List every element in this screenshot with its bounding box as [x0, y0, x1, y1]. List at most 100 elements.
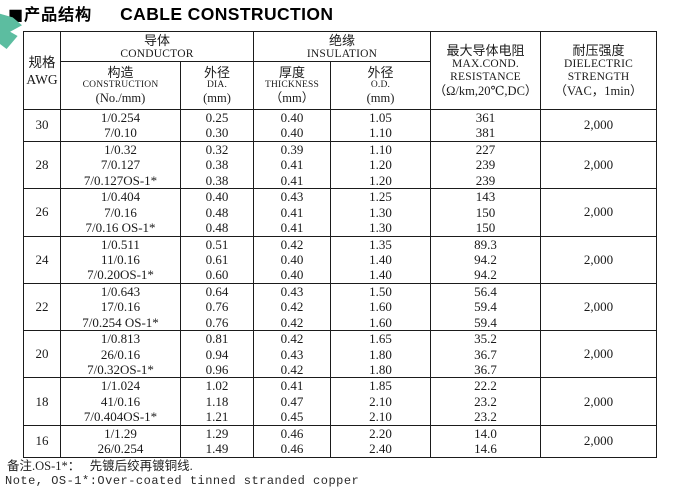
resistance-value: 22.2	[474, 378, 497, 394]
construction-cell: 1/0.511 11/0.16 7/0.20OS-1*	[60, 235, 181, 284]
dia-value: 0.51	[205, 236, 229, 252]
page-title-english: CABLE CONSTRUCTION	[120, 4, 334, 24]
thickness-value: 0.46	[280, 441, 304, 457]
thickness-cell: 0.46 0.46	[253, 424, 331, 458]
od-value: 1.80	[369, 362, 392, 377]
thickness-cell: 0.43 0.42 0.42	[253, 282, 331, 332]
header-conductor-group: 导体 CONDUCTOR	[60, 31, 254, 62]
dia-cell: 1.02 1.18 1.21	[180, 377, 254, 426]
construction-value: 7/0.254 OS-1*	[82, 314, 159, 330]
header-od: 外径 O.D. (mm)	[329, 61, 432, 110]
construction-value: 1/0.813	[100, 331, 141, 347]
header-insulation-group: 绝缘 INSULATION	[252, 31, 432, 62]
construction-value: 7/0.127	[100, 157, 141, 173]
thickness-cell: 0.42 0.43 0.42	[253, 330, 331, 379]
resistance-value: 89.3	[474, 236, 497, 252]
od-value: 1.10	[369, 125, 392, 141]
construction-value: 26/0.16	[100, 346, 141, 362]
od-value: 1.40	[369, 267, 392, 283]
page-title-chinese: ■产品结构	[8, 5, 93, 24]
od-value: 1.25	[369, 189, 392, 205]
resistance-cell: 361 381	[430, 109, 542, 142]
od-value: 1.60	[369, 299, 392, 315]
header-construction: 构造 CONSTRUCTION (No./mm)	[60, 61, 181, 110]
od-cell: 1.35 1.40 1.40	[329, 235, 432, 284]
resistance-value: 381	[475, 125, 496, 141]
resistance-cell: 227 239 239	[430, 140, 542, 190]
resistance-value: 14.6	[474, 441, 497, 457]
thickness-value: 0.41	[280, 157, 304, 173]
thickness-value: 0.42	[280, 299, 304, 315]
od-cell: 1.10 1.20 1.20	[329, 140, 432, 190]
resistance-value: 239	[475, 157, 496, 173]
dielectric-cell: 2,000	[540, 282, 658, 332]
thickness-value: 0.43	[280, 346, 304, 362]
dia-cell: 1.29 1.49	[180, 424, 254, 458]
construction-cell: 1/0.254 7/0.10	[60, 109, 181, 142]
dia-value: 1.02	[205, 378, 229, 394]
od-value: 1.40	[369, 251, 392, 267]
thickness-value: 0.43	[280, 283, 304, 299]
thickness-value: 0.42	[280, 362, 304, 377]
awg-cell: 28	[23, 140, 61, 190]
header-dielectric-strength: 耐压强度 DIELECTRIC STRENGTH （VAC，1min）	[540, 31, 658, 110]
thickness-cell: 0.42 0.40 0.40	[253, 235, 331, 284]
resistance-value: 227	[475, 141, 496, 157]
dia-value: 1.29	[205, 425, 229, 441]
dielectric-cell: 2,000	[540, 188, 658, 237]
dia-cell: 0.32 0.38 0.38	[180, 140, 254, 190]
awg-cell: 18	[23, 377, 61, 426]
table-row: 26 1/0.404 7/0.16 7/0.16 OS-1* 0.40 0.48 0.48 0…	[23, 188, 658, 237]
resistance-cell: 143 150 150	[430, 188, 542, 237]
dia-cell: 0.40 0.48 0.48	[180, 188, 254, 237]
cable-construction-table: 规格 AWG 导体 CONDUCTOR 绝缘 INSULATION 最大导体电阻…	[23, 31, 658, 458]
table-row: 22 1/0.643 17/0.16 7/0.254 OS-1* 0.64 0.76 0.7…	[23, 282, 658, 332]
thickness-value: 0.42	[280, 314, 304, 330]
dia-value: 1.18	[205, 393, 229, 409]
dia-value: 0.30	[205, 125, 229, 141]
resistance-value: 23.2	[474, 409, 497, 425]
awg-cell: 20	[23, 330, 61, 379]
table-row: 30 1/0.254 7/0.10 0.25 0.30 0.40 0.40 1.05 1.10 3…	[23, 109, 658, 142]
dia-value: 1.49	[205, 441, 229, 457]
dia-value: 0.48	[205, 204, 229, 220]
resistance-value: 59.4	[474, 314, 497, 330]
construction-value: 41/0.16	[100, 393, 141, 409]
od-value: 2.10	[369, 393, 392, 409]
od-cell: 1.25 1.30 1.30	[329, 188, 432, 237]
resistance-value: 36.7	[474, 362, 497, 377]
dia-value: 0.60	[205, 267, 229, 283]
od-value: 1.80	[369, 346, 392, 362]
dia-value: 0.81	[205, 331, 229, 347]
header-thickness: 厚度 THICKNESS （mm）	[253, 61, 331, 110]
thickness-value: 0.40	[280, 267, 304, 283]
construction-value: 7/0.16 OS-1*	[85, 220, 156, 236]
dielectric-cell: 2,000	[540, 424, 658, 458]
header-max-resistance: 最大导体电阻 MAX.COND. RESISTANCE （Ω/km,20℃,DC…	[430, 31, 542, 110]
od-value: 1.65	[369, 331, 392, 347]
thickness-value: 0.39	[280, 141, 304, 157]
construction-value: 7/0.127OS-1*	[83, 172, 158, 188]
table-head: 规格 AWG 导体 CONDUCTOR 绝缘 INSULATION 最大导体电阻…	[23, 31, 658, 110]
construction-value: 17/0.16	[100, 299, 141, 315]
resistance-cell: 35.2 36.7 36.7	[430, 330, 542, 379]
dia-value: 0.76	[205, 299, 229, 315]
od-value: 1.30	[369, 220, 392, 236]
od-value: 1.05	[369, 110, 392, 125]
thickness-value: 0.41	[280, 220, 304, 236]
dia-value: 0.40	[205, 189, 229, 205]
od-value: 1.60	[369, 314, 392, 330]
construction-cell: 1/1.29 26/0.254	[60, 424, 181, 458]
dia-value: 0.76	[205, 314, 229, 330]
note-english: Note, OS-1*:Over-coated tinned stranded …	[5, 474, 360, 488]
od-value: 2.40	[369, 441, 392, 457]
dia-value: 0.96	[205, 362, 229, 377]
od-cell: 1.50 1.60 1.60	[329, 282, 432, 332]
dia-value: 0.61	[205, 251, 229, 267]
resistance-value: 36.7	[474, 346, 497, 362]
dia-value: 0.38	[205, 157, 229, 173]
construction-cell: 1/0.813 26/0.16 7/0.32OS-1*	[60, 330, 181, 379]
thickness-cell: 0.39 0.41 0.41	[253, 140, 331, 190]
dielectric-cell: 2,000	[540, 140, 658, 190]
construction-cell: 1/0.32 7/0.127 7/0.127OS-1*	[60, 140, 181, 190]
